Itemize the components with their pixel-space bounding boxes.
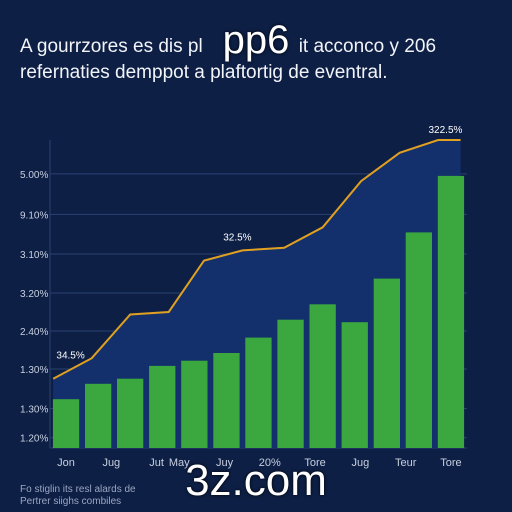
x-tick-label: Tore [304, 457, 325, 469]
data-label: 322.5% [429, 125, 463, 136]
chart-title-part-2: it acconco y 206 [298, 36, 437, 57]
annotation-layer: 34.5% 32.5% 322.5% [56, 125, 462, 362]
watermark-bottom: 3z.com [185, 456, 327, 505]
data-label: 32.5% [223, 233, 251, 244]
x-tick-label: May [169, 457, 190, 469]
footnote-line-2: Pertrer siighs combiles [20, 496, 122, 507]
x-tick-label: Teur [395, 457, 417, 469]
y-tick-layer: 1.20% 1.30% 1.30% 2.40% 3.20% 3.10% 9.10% 5.00% [20, 170, 48, 445]
y-tick-label: 3.20% [20, 289, 48, 300]
bar [405, 232, 432, 448]
footnote-line-1: Fo stiglin its resl alards de [20, 484, 136, 495]
trend-line [52, 139, 461, 380]
footnote: Fo stiglin its resl alards de Pertrer si… [20, 484, 136, 508]
chart-header: A gourrzores es dis pl it acconco y 206 r… [20, 34, 500, 86]
x-tick-label: Jut [149, 457, 164, 469]
x-tick-label: 20% [259, 457, 281, 469]
bar [52, 399, 80, 448]
y-tick-label: 1.30% [20, 404, 48, 415]
watermark-top: pp6 [222, 18, 290, 62]
x-tick-label: Jug [102, 457, 120, 469]
bar [181, 360, 208, 448]
bar [85, 383, 112, 448]
bar [373, 278, 400, 448]
x-tick-label: Juy [216, 457, 234, 469]
bar [341, 322, 368, 448]
bar [309, 304, 336, 448]
x-tick-label: Jon [57, 457, 75, 469]
bar [213, 353, 240, 448]
y-tick-label: 1.30% [20, 365, 48, 376]
y-tick-label: 3.10% [20, 250, 48, 261]
bar [437, 175, 465, 448]
data-label: 34.5% [56, 351, 84, 362]
x-tick-label: Tore [440, 457, 461, 469]
y-tick-label: 9.10% [20, 210, 48, 221]
x-tick-label: Jug [352, 457, 370, 469]
y-tick-label: 2.40% [20, 327, 48, 338]
chart-title-line-2: refernaties demppot a plaftortig de even… [20, 62, 388, 83]
bar [277, 319, 304, 448]
bar [245, 337, 272, 448]
y-tick-label: 1.20% [20, 434, 48, 445]
bars-layer [52, 175, 465, 448]
chart-title-part-1: A gourrzores es dis pl [20, 36, 203, 57]
chart-title-line-1: A gourrzores es dis pl it acconco y 206 [20, 34, 500, 60]
x-tick-layer: Jon Jug Jut May Juy 20% Tore Jug Teur Tore [57, 457, 462, 469]
bar [117, 378, 144, 448]
bar [149, 365, 176, 448]
y-tick-label: 5.00% [20, 170, 48, 181]
